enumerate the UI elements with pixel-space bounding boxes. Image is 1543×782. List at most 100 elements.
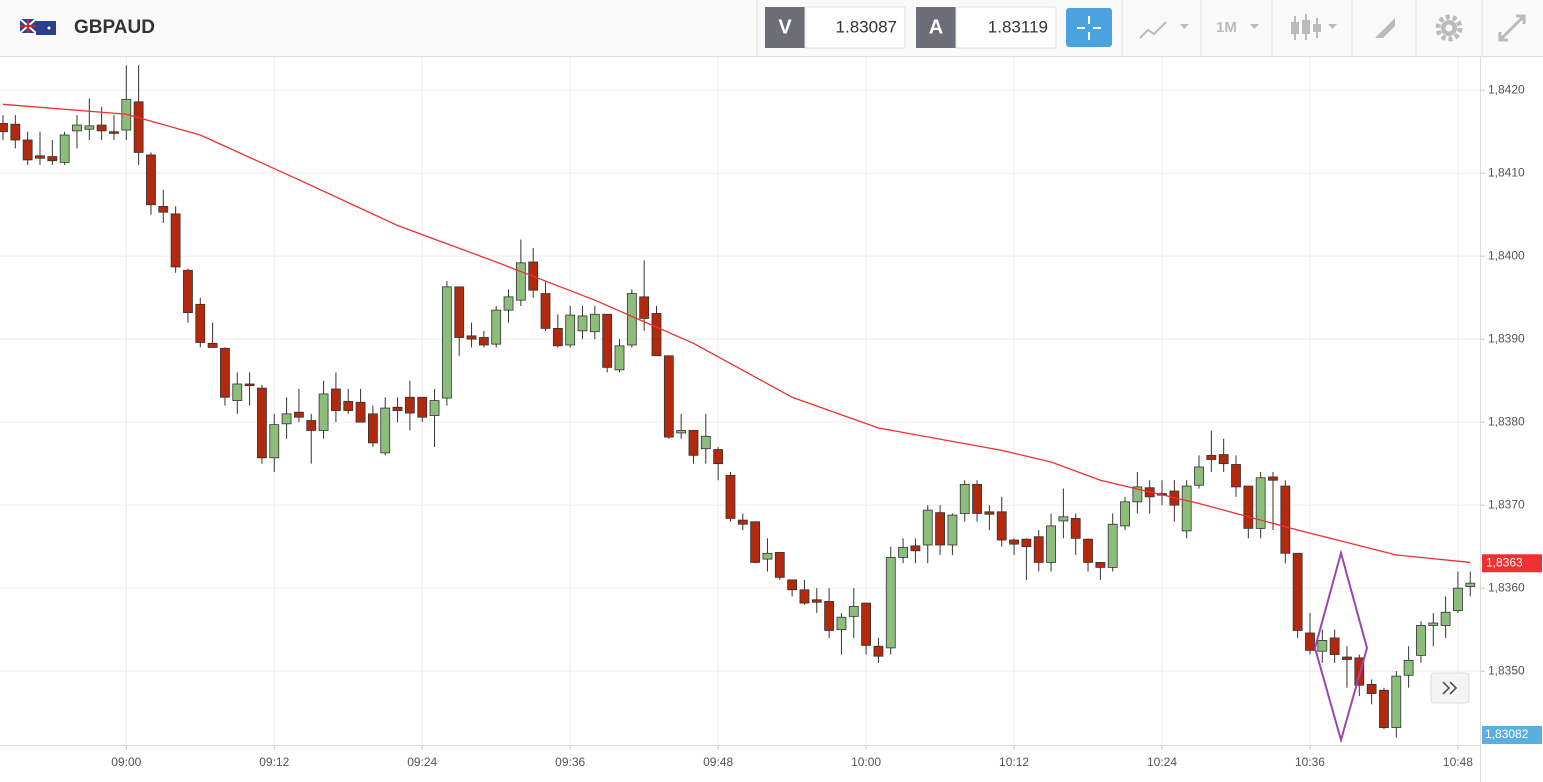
- candle-body: [676, 430, 687, 434]
- candle-body: [972, 484, 982, 514]
- x-tick-label: 10:24: [1147, 755, 1177, 769]
- candle-body: [183, 269, 193, 314]
- candle-body: [762, 552, 773, 560]
- candle-body: [1366, 684, 1377, 694]
- candle-body: [1305, 632, 1315, 651]
- candle-body: [404, 396, 415, 414]
- candle-body: [1329, 637, 1340, 655]
- candle-body: [220, 347, 230, 398]
- candle-body: [1009, 539, 1019, 545]
- candle-body: [1095, 562, 1106, 568]
- candle-body: [577, 315, 588, 332]
- flag: [19, 18, 56, 35]
- bid-box: [804, 6, 906, 49]
- x-tick-label: 10:12: [999, 755, 1029, 769]
- candle-body: [109, 131, 119, 134]
- candle-body: [1428, 622, 1439, 626]
- candle-body: [269, 424, 280, 459]
- candle-body: [331, 388, 341, 411]
- candle-body: [244, 383, 255, 387]
- chart-type-button[interactable]: [1139, 21, 1189, 39]
- candle-body: [774, 552, 785, 578]
- candle-body: [959, 484, 970, 514]
- candle-body: [700, 435, 711, 450]
- scroll-button[interactable]: [1430, 672, 1470, 704]
- candle-body: [1416, 625, 1426, 656]
- candle-body: [10, 123, 21, 141]
- candle-body: [1292, 552, 1303, 631]
- timeframe[interactable]: 1M: [1216, 19, 1237, 36]
- y-tick-label: 1,8400: [1488, 248, 1525, 262]
- candle-body: [294, 411, 304, 418]
- candle-body: [22, 139, 33, 161]
- candle-body: [552, 327, 563, 347]
- candle-body: [343, 401, 354, 411]
- x-tick-label: 10:00: [851, 755, 881, 769]
- y-tick-label: 1,8380: [1488, 414, 1525, 428]
- candle-body: [540, 293, 551, 329]
- header: GBPAUD V 1.83087 A 1.83119 1M: [0, 0, 1543, 57]
- candle-body: [257, 387, 267, 459]
- candle-body: [454, 286, 465, 338]
- candle-body: [1440, 611, 1451, 626]
- candle-body: [589, 313, 600, 333]
- candle-body: [688, 430, 699, 456]
- candle-body: [725, 474, 736, 519]
- candle-body: [898, 547, 908, 558]
- candle-body: [1354, 657, 1365, 686]
- x-tick-label: 09:36: [555, 755, 585, 769]
- candle-body: [1280, 485, 1291, 554]
- x-tick-label: 09:24: [407, 755, 437, 769]
- y-tick-label: 1,8370: [1488, 497, 1525, 511]
- ask-label[interactable]: A: [929, 16, 943, 38]
- candle-body: [1453, 587, 1463, 611]
- candle-body: [1107, 523, 1118, 568]
- candle-body: [626, 293, 637, 346]
- fullscreen-button[interactable]: [1498, 14, 1526, 42]
- candle-body: [1181, 485, 1192, 532]
- candle-body: [885, 557, 896, 649]
- settings-button[interactable]: [1435, 14, 1463, 42]
- symbol: GBPAUD: [74, 17, 155, 38]
- timeframe-arrow[interactable]: [1250, 24, 1259, 29]
- candle-body: [355, 401, 366, 423]
- candle-body: [195, 303, 206, 343]
- bid-price: 1.83087: [836, 17, 897, 36]
- candle-body: [1046, 525, 1056, 563]
- candle-body: [1391, 675, 1402, 728]
- candle-body: [96, 124, 107, 132]
- candle-body: [663, 355, 674, 438]
- candle-body: [1243, 485, 1254, 529]
- ask-button[interactable]: [916, 7, 956, 48]
- bid-button[interactable]: [765, 7, 805, 48]
- candle-body: [836, 616, 847, 631]
- crosshair-button[interactable]: [1066, 8, 1112, 47]
- candle-body: [1379, 689, 1389, 728]
- y-tick-label: 1,8390: [1488, 331, 1525, 345]
- candle-body: [0, 122, 8, 133]
- candle-body: [861, 602, 871, 646]
- candles-button[interactable]: [1291, 14, 1337, 40]
- candle-body: [1342, 656, 1352, 660]
- candle-body: [1058, 516, 1069, 522]
- candle-body: [515, 262, 526, 301]
- candle-body: [281, 413, 292, 425]
- candle-body: [146, 154, 156, 206]
- draw-button[interactable]: [1375, 18, 1395, 38]
- last-price-box: [1482, 726, 1542, 744]
- candle-body: [1218, 454, 1229, 465]
- candle-body: [787, 579, 798, 591]
- bid-label[interactable]: V: [778, 16, 792, 38]
- candle-body: [47, 156, 58, 162]
- candle-body: [1070, 518, 1081, 539]
- candle-body: [318, 393, 329, 431]
- candle-body: [232, 383, 243, 401]
- candle-body: [1206, 454, 1217, 460]
- moving-average-line: [2, 103, 1471, 564]
- candle-body: [811, 599, 822, 603]
- candle-body: [441, 286, 452, 399]
- candle-body: [1465, 582, 1476, 587]
- y-tick-label: 1,8360: [1488, 580, 1525, 594]
